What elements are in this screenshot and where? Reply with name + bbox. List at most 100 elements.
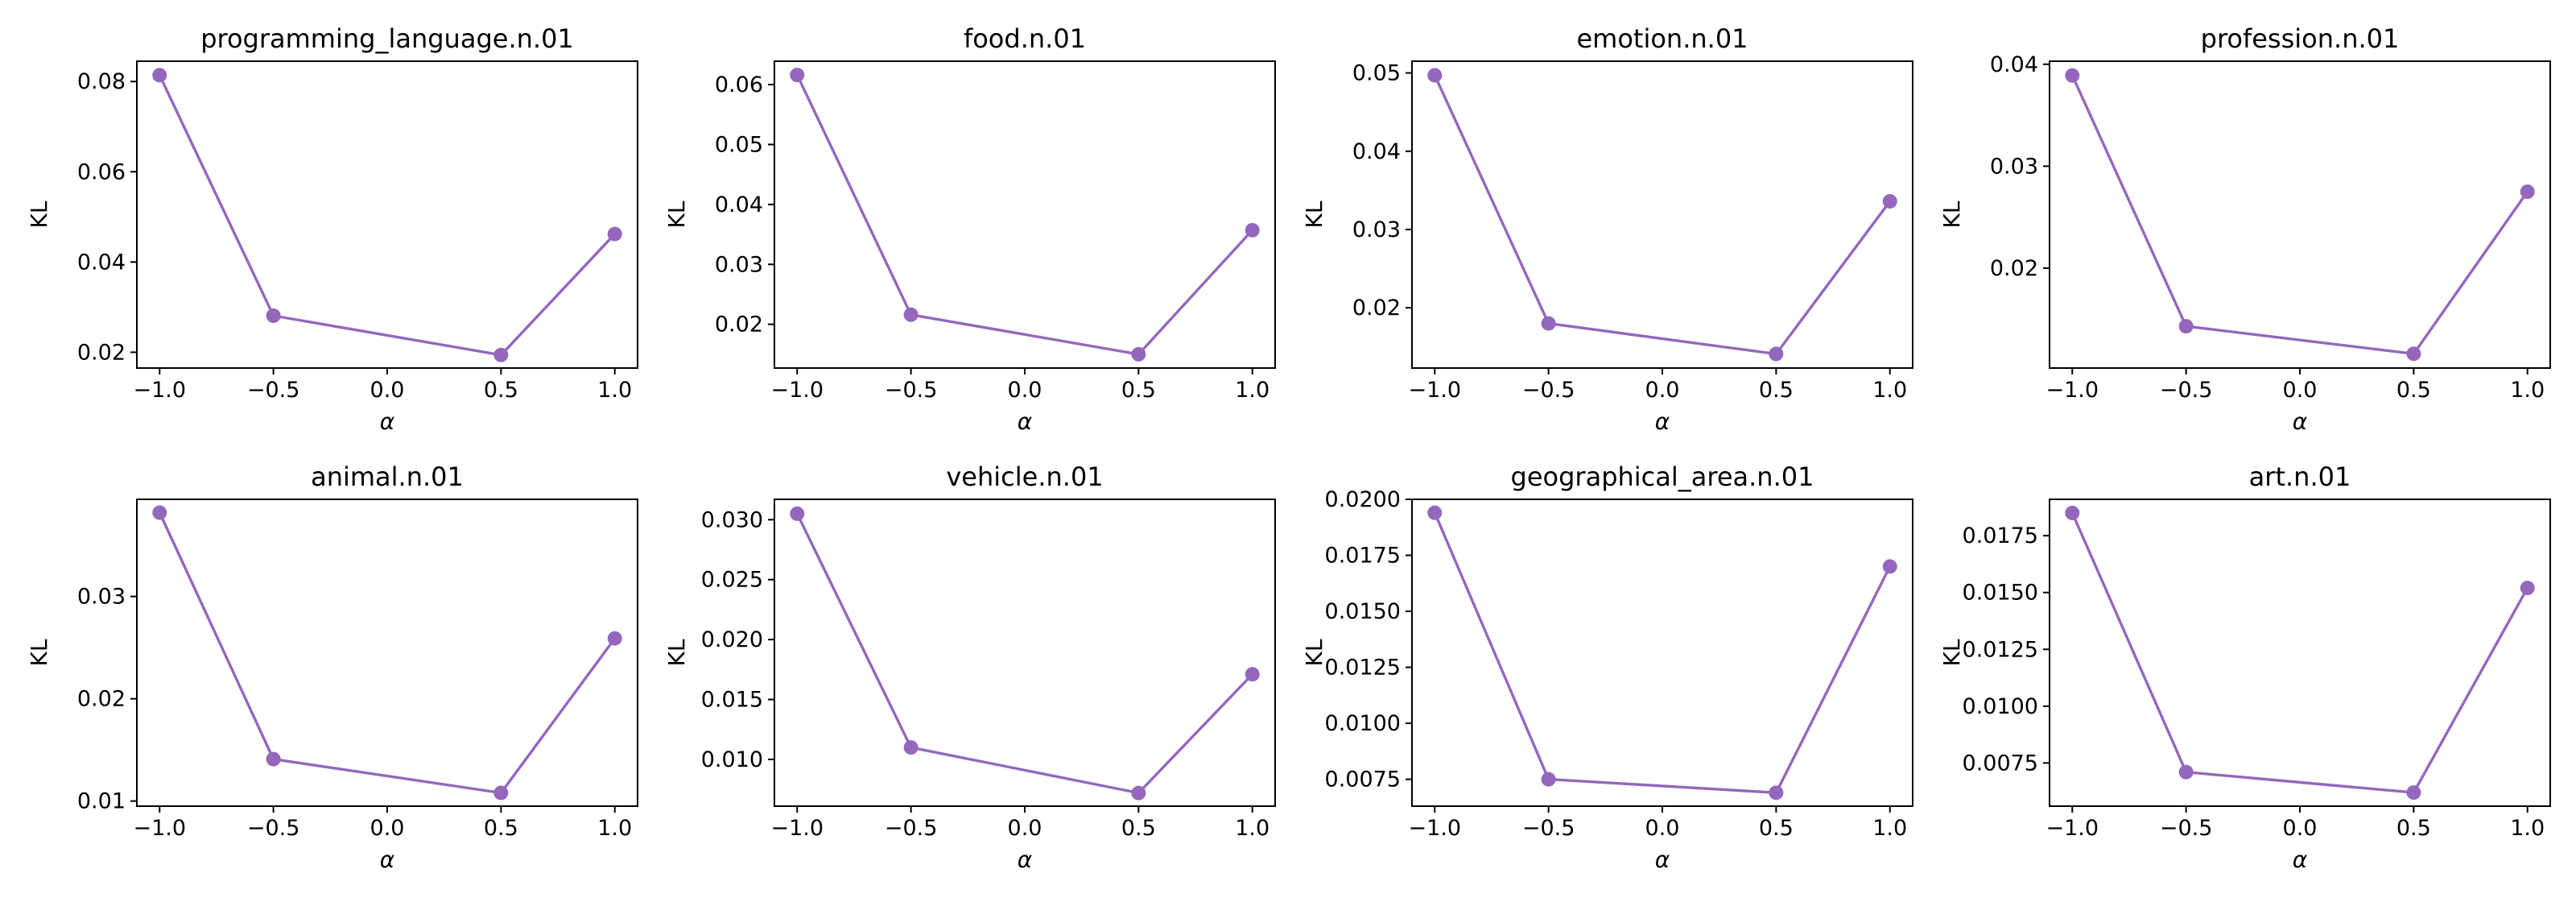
data-point xyxy=(1882,559,1897,574)
y-tick-label: 0.0075 xyxy=(1325,768,1401,792)
x-tick-label: 1.0 xyxy=(2510,378,2545,403)
x-tick-label: 0.0 xyxy=(1645,378,1680,403)
axes-frame xyxy=(136,499,638,807)
x-axis-label: α xyxy=(1018,408,1033,435)
data-point xyxy=(2065,505,2080,520)
y-tick-label: 0.01 xyxy=(77,789,126,814)
y-tick-label: 0.03 xyxy=(77,585,126,610)
y-tick-label: 0.020 xyxy=(701,627,763,652)
x-tick-label: 0.5 xyxy=(1121,378,1156,403)
series-line xyxy=(158,74,616,357)
subplot-6: geographical_area.n.01 −1.0 −0.5 0.0 0.5 1.0 0… xyxy=(1301,461,1913,873)
data-point xyxy=(493,785,509,801)
x-axis-label: α xyxy=(2293,846,2308,873)
y-tick-label: 0.0100 xyxy=(1325,711,1401,736)
x-tick-label: −0.5 xyxy=(247,378,300,403)
x-tick-label: 1.0 xyxy=(1235,378,1269,403)
y-tick-label: 0.03 xyxy=(1352,217,1401,242)
x-tick-label: 0.0 xyxy=(2283,816,2318,841)
x-tick-label: 1.0 xyxy=(2510,816,2545,841)
x-tick-label: 1.0 xyxy=(597,816,632,841)
data-point xyxy=(152,505,167,520)
x-axis-label: α xyxy=(1018,846,1033,873)
axes-frame xyxy=(774,499,1276,807)
data-point xyxy=(493,347,509,362)
y-tick-label: 0.02 xyxy=(77,687,126,712)
x-axis-label: α xyxy=(380,846,395,873)
x-tick-label: −1.0 xyxy=(2046,816,2099,841)
y-tick-label: 0.0100 xyxy=(1963,694,2038,719)
y-tick-label: 0.04 xyxy=(715,192,763,217)
series-line xyxy=(2070,74,2529,355)
x-tick-label: 1.0 xyxy=(1235,816,1269,841)
x-tick-label: 0.0 xyxy=(370,378,405,403)
data-point xyxy=(903,740,919,755)
y-tick-label: 0.04 xyxy=(1352,139,1401,164)
data-point xyxy=(1769,785,1784,801)
x-tick-label: −1.0 xyxy=(1408,378,1461,403)
y-tick-label: 0.0150 xyxy=(1325,599,1401,624)
x-tick-label: −1.0 xyxy=(770,816,824,841)
y-axis-label: KL xyxy=(26,201,52,228)
x-tick-label: 1.0 xyxy=(597,378,632,403)
y-tick-label: 0.02 xyxy=(1352,296,1401,321)
x-tick-label: 0.5 xyxy=(1121,816,1156,841)
y-tick-label: 0.06 xyxy=(77,159,126,184)
y-tick-label: 0.02 xyxy=(1990,256,2038,281)
subplot-1: food.n.01 −1.0 −0.5 0.0 0.5 1.0 0.02 0.03 0.04 0.… xyxy=(663,23,1276,435)
axes-frame xyxy=(1411,60,1913,369)
subplot-title: food.n.01 xyxy=(964,23,1086,54)
x-tick-label: −1.0 xyxy=(133,378,186,403)
subplot-0: programming_language.n.01 −1.0 −0.5 0.0 0.5 1… xyxy=(26,23,638,435)
y-tick-label: 0.0150 xyxy=(1963,581,2038,606)
x-tick-label: 0.5 xyxy=(1759,816,1794,841)
data-point xyxy=(2520,581,2535,596)
subplot-title: programming_language.n.01 xyxy=(200,23,574,54)
y-tick-label: 0.0075 xyxy=(1963,751,2038,776)
y-tick-label: 0.04 xyxy=(77,250,126,275)
data-point xyxy=(607,226,622,242)
data-point xyxy=(266,308,281,324)
data-point xyxy=(2178,764,2194,780)
subplot-title: emotion.n.01 xyxy=(1576,23,1748,54)
data-point xyxy=(2178,319,2194,334)
series-line xyxy=(795,74,1253,356)
x-tick-label: −0.5 xyxy=(2160,816,2213,841)
y-tick-label: 0.0200 xyxy=(1325,487,1401,512)
y-tick-label: 0.06 xyxy=(715,72,763,97)
subplot-4: animal.n.01 −1.0 −0.5 0.0 0.5 1.0 0.01 0.02 0.03… xyxy=(26,461,638,873)
data-point xyxy=(1427,505,1443,520)
x-tick-label: −0.5 xyxy=(2160,378,2213,403)
series-line xyxy=(1433,512,1892,794)
subplot-title: animal.n.01 xyxy=(311,461,464,492)
y-tick-label: 0.02 xyxy=(77,340,126,365)
series-line xyxy=(1433,74,1892,356)
x-tick-label: −0.5 xyxy=(885,816,938,841)
y-tick-label: 0.03 xyxy=(1990,154,2038,179)
y-axis-label: KL xyxy=(1938,201,1965,228)
data-point xyxy=(1769,346,1784,362)
data-point xyxy=(607,631,622,646)
data-point xyxy=(1427,68,1443,83)
x-tick-label: 0.0 xyxy=(1008,816,1042,841)
y-axis-label: KL xyxy=(663,201,690,228)
x-tick-label: 0.5 xyxy=(2396,816,2431,841)
data-point xyxy=(2520,184,2535,200)
x-axis-label: α xyxy=(380,408,395,435)
subplot-5: vehicle.n.01 −1.0 −0.5 0.0 0.5 1.0 0.010 0.015 0… xyxy=(663,461,1276,873)
y-tick-label: 0.025 xyxy=(701,568,763,593)
y-tick-label: 0.08 xyxy=(77,69,126,94)
x-tick-label: 0.0 xyxy=(1645,816,1680,841)
x-tick-label: 0.5 xyxy=(484,378,518,403)
y-tick-label: 0.05 xyxy=(715,132,763,157)
axes-frame xyxy=(136,60,638,369)
y-tick-label: 0.0175 xyxy=(1963,523,2038,548)
data-point xyxy=(1882,193,1897,209)
x-tick-label: −0.5 xyxy=(1522,378,1575,403)
x-tick-label: 0.0 xyxy=(370,816,405,841)
axes-frame xyxy=(774,60,1276,369)
data-point xyxy=(152,68,167,83)
x-tick-label: 0.5 xyxy=(1759,378,1794,403)
y-tick-label: 0.03 xyxy=(715,252,763,277)
y-tick-label: 0.015 xyxy=(701,688,763,713)
